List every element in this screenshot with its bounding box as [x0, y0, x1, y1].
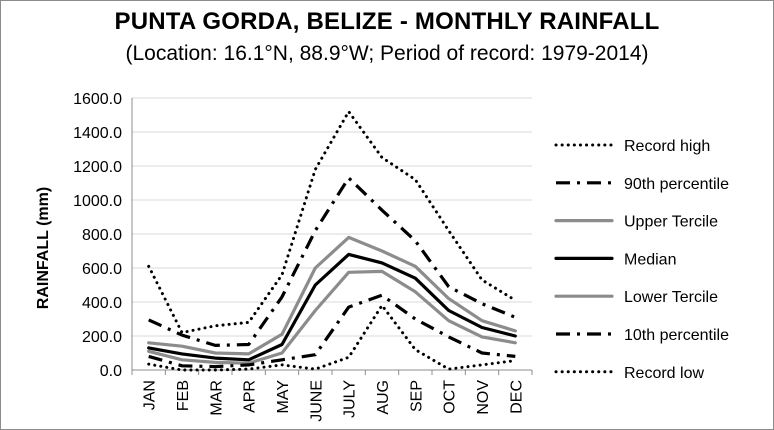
legend-label-upper-tercile: Upper Tercile [624, 214, 718, 231]
series-line-10th-percentile [148, 293, 516, 369]
x-tick-label: NOV [475, 380, 492, 415]
series-line-median [147, 252, 517, 362]
x-tick-label: MAR [208, 380, 225, 416]
x-tick-label: SEP [408, 380, 425, 412]
x-tick-label: AUG [375, 380, 392, 415]
y-tick-label: 600.0 [82, 261, 122, 278]
y-tick-label: 1400.0 [73, 125, 122, 142]
x-tick-label: OCT [442, 380, 459, 414]
axes: 0.0 200.0 400.0 600.0 800.0 1000.0 1200.0 1400.… [73, 91, 533, 422]
series-line-lower-tercile [147, 269, 517, 365]
x-tick-label: JUNE [308, 380, 325, 422]
legend-label-10th-percentile: 10th percentile [624, 327, 729, 344]
y-tick-label: 400.0 [82, 295, 122, 312]
legend-label-median: Median [624, 251, 676, 268]
series-line-upper-tercile [147, 235, 517, 356]
y-tick-label: 200.0 [82, 329, 122, 346]
x-tick-label: DEC [508, 380, 525, 414]
legend-label-90th-percentile: 90th percentile [624, 176, 729, 193]
x-tick-label: APR [242, 380, 259, 413]
y-tick-label: 1600.0 [73, 91, 122, 108]
y-tick-label: 1000.0 [73, 193, 122, 210]
legend: Record high 90th percentile Upper Tercile M… [554, 138, 729, 382]
y-tick-label: 800.0 [82, 227, 122, 244]
x-tick-label: MAY [275, 380, 292, 414]
legend-label-lower-tercile: Lower Tercile [624, 289, 718, 306]
x-tick-label: FEB [175, 380, 192, 411]
x-tick-label: JAN [142, 380, 159, 410]
chart-title: PUNTA GORDA, BELIZE - MONTHLY RAINFALL [114, 8, 660, 35]
gridlines [132, 97, 532, 337]
series-line-record-low [147, 303, 517, 372]
legend-label-record-low: Record low [624, 365, 704, 382]
series-line-record-high [147, 110, 517, 335]
legend-label-record-high: Record high [624, 138, 710, 155]
chart-subtitle: (Location: 16.1°N, 88.9°W; Period of rec… [125, 42, 649, 65]
series-lines [147, 110, 517, 372]
series-line-90th-percentile [148, 176, 516, 347]
x-tick-label: JULY [342, 380, 359, 418]
y-tick-label: 0.0 [100, 363, 122, 380]
y-tick-label: 1200.0 [73, 159, 122, 176]
y-axis-label: RAINFALL (mm) [35, 187, 52, 309]
